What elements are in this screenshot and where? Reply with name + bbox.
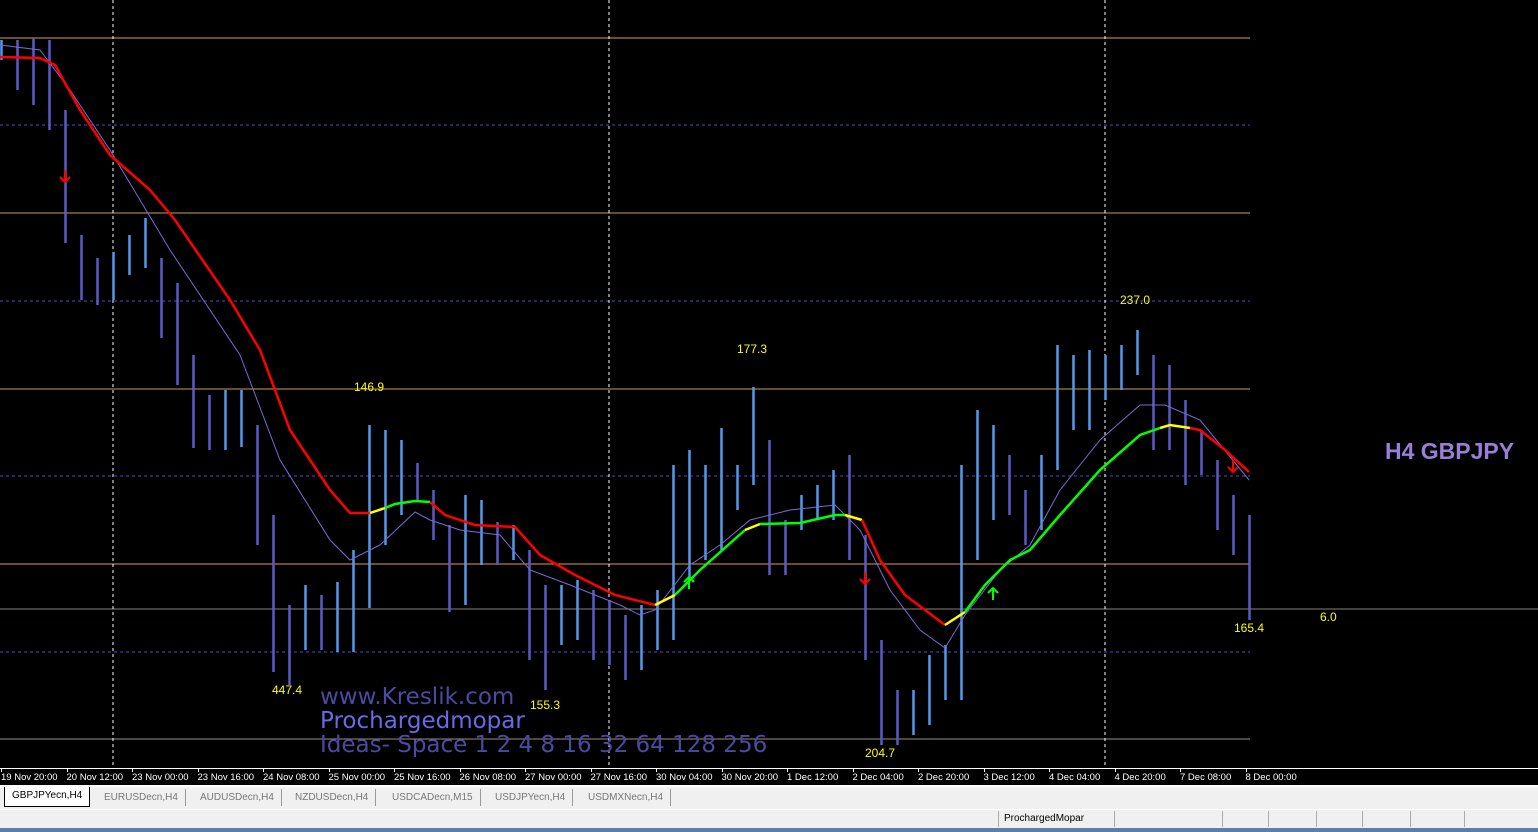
moving-average-signal xyxy=(674,529,746,596)
taskbar xyxy=(0,828,1538,832)
time-axis-label: 24 Nov 08:00 xyxy=(263,769,320,783)
moving-average-thin xyxy=(0,44,1250,649)
chart-tabs: GBPJPYecn,H4 EURUSDecn,H4 AUDUSDecn,H4 NZDU… xyxy=(0,787,1538,810)
buy-arrow-icon xyxy=(683,575,695,589)
time-axis-label: 23 Nov 00:00 xyxy=(132,769,189,783)
price-label: 204.7 xyxy=(865,746,896,760)
sell-arrow-icon xyxy=(859,572,871,586)
price-label: 177.3 xyxy=(737,342,768,356)
price-label: 447.4 xyxy=(272,683,303,697)
price-label: 6.0 xyxy=(1320,610,1337,624)
time-axis-label: 27 Nov 16:00 xyxy=(590,769,648,783)
chart-tab[interactable]: USDCADecn,M15 xyxy=(385,789,481,806)
time-axis-label: 27 Nov 00:00 xyxy=(525,769,582,783)
moving-average-signal xyxy=(1189,426,1250,473)
moving-average-signal xyxy=(744,522,761,532)
time-axis-label: 23 Nov 16:00 xyxy=(197,769,255,783)
sell-arrow-icon xyxy=(59,170,71,184)
moving-average-signal xyxy=(654,593,676,607)
buy-arrow-icon xyxy=(987,586,999,600)
moving-average-signal xyxy=(963,426,1161,613)
time-axis-label: 4 Dec 04:00 xyxy=(1049,769,1101,783)
profile-name: ProchargedMopar xyxy=(998,811,1114,827)
time-axis-label: 7 Dec 08:00 xyxy=(1180,769,1232,783)
chart-tab[interactable]: EURUSDecn,H4 xyxy=(97,789,186,806)
time-axis-label: 30 Nov 04:00 xyxy=(656,769,713,783)
time-axis-label: 2 Dec 20:00 xyxy=(918,769,970,783)
chart-tab[interactable]: AUDUSDecn,H4 xyxy=(193,789,282,806)
time-axis-label: 2 Dec 04:00 xyxy=(852,769,904,783)
time-axis-label: 8 Dec 00:00 xyxy=(1245,769,1297,783)
moving-average-signal xyxy=(0,55,370,515)
moving-average-signal xyxy=(384,499,431,510)
watermark-ideas: Ideas- Space 1 2 4 8 16 32 64 128 256 xyxy=(320,732,768,758)
watermark-name: Prochargedmopar xyxy=(320,708,525,734)
price-label: 146.9 xyxy=(354,380,385,394)
moving-average-signal xyxy=(1159,423,1191,430)
moving-average-signal xyxy=(860,519,946,626)
price-label: 155.3 xyxy=(530,698,561,712)
time-axis-label: 3 Dec 12:00 xyxy=(983,769,1035,783)
price-label: 237.0 xyxy=(1120,293,1151,307)
time-axis-label: 4 Dec 20:00 xyxy=(1114,769,1166,783)
time-axis-label: 30 Nov 20:00 xyxy=(721,769,779,783)
chart-tab[interactable]: USDMXNecn,H4 xyxy=(581,789,672,806)
time-axis: 19 Nov 20:00 20 Nov 12:00 23 Nov 00:00 23 N… xyxy=(0,768,1538,787)
moving-average-signal xyxy=(759,513,845,526)
chart-tab[interactable]: USDJPYecn,H4 xyxy=(488,789,574,806)
status-bar: ProchargedMopar xyxy=(0,810,1538,828)
chart-tab[interactable]: GBPJPYecn,H4 xyxy=(4,787,91,807)
watermark-url: www.Kreslik.com xyxy=(320,684,515,710)
moving-average-signal xyxy=(944,610,966,627)
price-chart[interactable] xyxy=(0,0,1538,768)
moving-average-signal xyxy=(429,501,656,607)
symbol-label: H4 GBPJPY xyxy=(1385,438,1515,464)
time-axis-label: 25 Nov 16:00 xyxy=(394,769,451,783)
time-axis-label: 26 Nov 08:00 xyxy=(459,769,517,783)
moving-average-signal xyxy=(844,513,863,522)
time-axis-label: 1 Dec 12:00 xyxy=(787,769,839,783)
price-label: 165.4 xyxy=(1234,621,1265,635)
chart-tab[interactable]: NZDUSDecn,H4 xyxy=(288,789,377,806)
time-axis-label: 20 Nov 12:00 xyxy=(66,769,124,783)
time-axis-label: 19 Nov 20:00 xyxy=(1,769,58,783)
sell-arrow-icon xyxy=(1227,460,1239,474)
moving-average-signal xyxy=(369,506,386,515)
time-axis-label: 25 Nov 00:00 xyxy=(328,769,386,783)
